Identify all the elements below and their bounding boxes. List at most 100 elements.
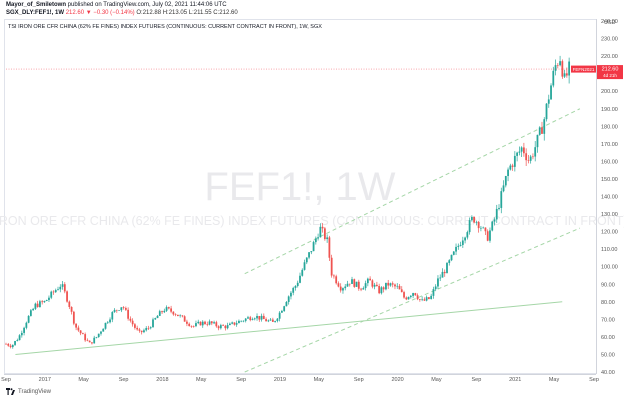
candle-body xyxy=(556,65,559,66)
candle-body xyxy=(152,319,154,328)
candle-body xyxy=(249,317,252,321)
candle-body xyxy=(72,311,75,324)
candle-body xyxy=(389,283,392,286)
y-tick-label: 160.00 xyxy=(601,159,618,165)
candle-body xyxy=(244,318,247,321)
candle-body xyxy=(5,343,7,345)
price-axis[interactable] xyxy=(596,19,624,374)
candle-body xyxy=(197,321,200,324)
candle-body xyxy=(111,312,114,320)
x-tick-label: May xyxy=(314,377,325,383)
candle-body xyxy=(57,289,59,291)
candle-body xyxy=(88,340,91,343)
candle-body xyxy=(143,330,145,333)
candle-body xyxy=(534,147,537,157)
candle-body xyxy=(545,103,548,120)
candle-body xyxy=(258,315,261,320)
candle-body xyxy=(360,288,362,290)
candle-body xyxy=(405,297,408,300)
candle-body xyxy=(301,269,304,276)
candle-body xyxy=(308,252,310,258)
candle-body xyxy=(536,134,539,148)
candle-body xyxy=(416,295,419,300)
candle-body xyxy=(147,328,150,329)
publish-meta: published on TradingView.com, July 02, 2… xyxy=(66,2,227,8)
candle-body xyxy=(330,257,333,276)
candle-body xyxy=(532,156,534,158)
candle-body xyxy=(484,227,487,232)
candle-body xyxy=(475,222,478,223)
symbol-legend: SGX_DLY:FEF1!, 1W 212.60 ▼ −0.30 (−0.14%… xyxy=(6,10,238,17)
time-axis[interactable] xyxy=(4,374,596,387)
author-name[interactable]: Mayor_of_Smiletown xyxy=(6,2,67,8)
candle-body xyxy=(364,283,367,289)
contract-label: FEFN2021 xyxy=(573,67,595,72)
candle-body xyxy=(554,65,557,71)
candle-body xyxy=(228,323,231,326)
candle-body xyxy=(380,287,383,294)
candle-body xyxy=(335,276,338,284)
candle-body xyxy=(439,277,442,279)
candle-body xyxy=(366,278,369,284)
candle-body xyxy=(226,325,229,329)
footer-brand: TradingView xyxy=(18,388,52,395)
candle-body xyxy=(296,282,299,286)
candle-body xyxy=(333,275,335,277)
ohlc-values: O:212.88 H:213.05 L:211.55 C:212.60 xyxy=(136,10,238,16)
candle-body xyxy=(509,165,512,170)
candle-body xyxy=(290,292,292,297)
candle-body xyxy=(314,238,317,243)
candle-body xyxy=(201,321,204,326)
candle-body xyxy=(362,288,365,290)
candle-body xyxy=(375,284,378,286)
candle-body xyxy=(199,321,202,326)
candle-body xyxy=(120,307,123,311)
candle-body xyxy=(441,271,444,278)
candle-body xyxy=(473,216,476,223)
candle-body xyxy=(240,320,243,322)
candle-body xyxy=(400,289,403,293)
candle-body xyxy=(541,127,543,134)
candle-body xyxy=(482,227,485,229)
candle-body xyxy=(464,237,466,241)
candle-body xyxy=(66,291,68,302)
candle-body xyxy=(425,297,428,301)
candle-body xyxy=(140,330,143,333)
candle-body xyxy=(398,285,401,290)
candle-body xyxy=(100,331,102,334)
candle-body xyxy=(507,169,509,177)
chart-pane[interactable] xyxy=(4,19,596,374)
y-tick-label: 70.00 xyxy=(601,317,615,323)
price-change: 212.60 ▼ −0.30 (−0.14%) xyxy=(65,10,135,16)
y-tick-label: 120.00 xyxy=(601,230,618,236)
candle-body xyxy=(81,333,84,335)
candle-body xyxy=(450,254,453,261)
x-tick-label: Sep xyxy=(472,377,482,383)
candle-body xyxy=(97,333,100,338)
y-tick-label: 50.00 xyxy=(601,352,615,358)
candle-body xyxy=(183,316,186,322)
candle-body xyxy=(561,61,564,77)
candle-body xyxy=(382,287,385,290)
candle-body xyxy=(43,300,46,303)
candle-body xyxy=(428,297,430,300)
candle-body xyxy=(50,291,53,298)
candle-body xyxy=(418,299,421,300)
last-price-label: 212.60 xyxy=(602,67,619,73)
candle-body xyxy=(192,326,195,327)
candle-body xyxy=(68,301,71,307)
candle-body xyxy=(217,326,220,329)
candle-body xyxy=(210,321,213,324)
candle-body xyxy=(167,307,170,309)
candle-body xyxy=(459,244,462,246)
candle-body xyxy=(568,61,571,76)
support-trendline xyxy=(15,301,563,355)
candle-body xyxy=(14,341,16,345)
series-title: TSI IRON ORE CFR CHINA (62% FE FINES) IN… xyxy=(8,24,322,30)
candle-body xyxy=(281,310,283,313)
candle-body xyxy=(321,226,324,229)
candle-body xyxy=(323,228,326,240)
candle-body xyxy=(278,312,281,319)
candle-body xyxy=(235,323,238,325)
candle-body xyxy=(251,319,254,321)
